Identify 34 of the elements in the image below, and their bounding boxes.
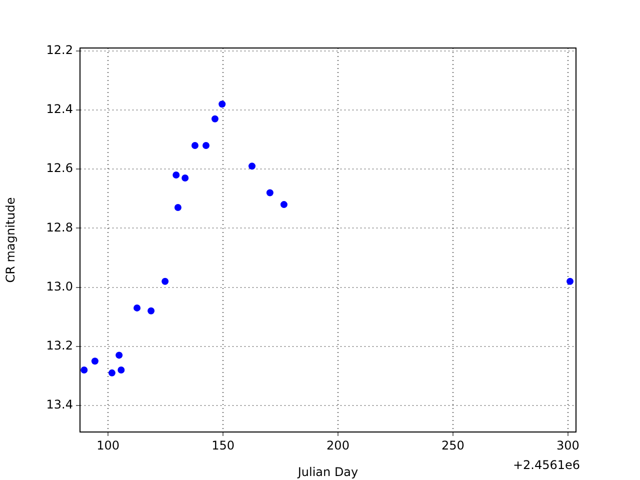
y-tick-label: 12.6 [46, 161, 73, 176]
point [91, 358, 98, 365]
point [172, 172, 180, 179]
y-tick-label: 13.2 [46, 338, 73, 352]
point [116, 352, 123, 359]
text: +2.4561e6 [512, 458, 580, 472]
x-tick-label: 300 [556, 438, 580, 452]
x-axis-title: Julian Day [296, 464, 358, 479]
point [134, 304, 141, 312]
x-tick-label: 200 [326, 438, 350, 452]
x-tick-label: 150 [212, 438, 234, 452]
y-tick-label: 12.4 [46, 102, 73, 116]
point [248, 162, 256, 170]
point [80, 366, 88, 374]
point [191, 142, 198, 149]
point [218, 100, 226, 108]
y-tick-label: 12.8 [46, 220, 73, 234]
y-tick-label: 12.2 [46, 43, 73, 58]
y-tick-label: 13.4 [46, 398, 73, 412]
point [108, 369, 116, 376]
y-axis-title: CR magnitude [3, 197, 18, 283]
point [174, 204, 182, 212]
point [118, 366, 125, 374]
point [266, 189, 274, 196]
x-tick-label: 250 [442, 438, 464, 452]
point [280, 201, 288, 208]
point [202, 142, 210, 149]
point [182, 174, 189, 182]
y-tick-label: 13.0 [46, 279, 73, 294]
point [162, 278, 169, 285]
point [148, 307, 155, 314]
point [566, 278, 574, 285]
x-tick-label: 100 [96, 438, 120, 452]
point [211, 115, 218, 122]
